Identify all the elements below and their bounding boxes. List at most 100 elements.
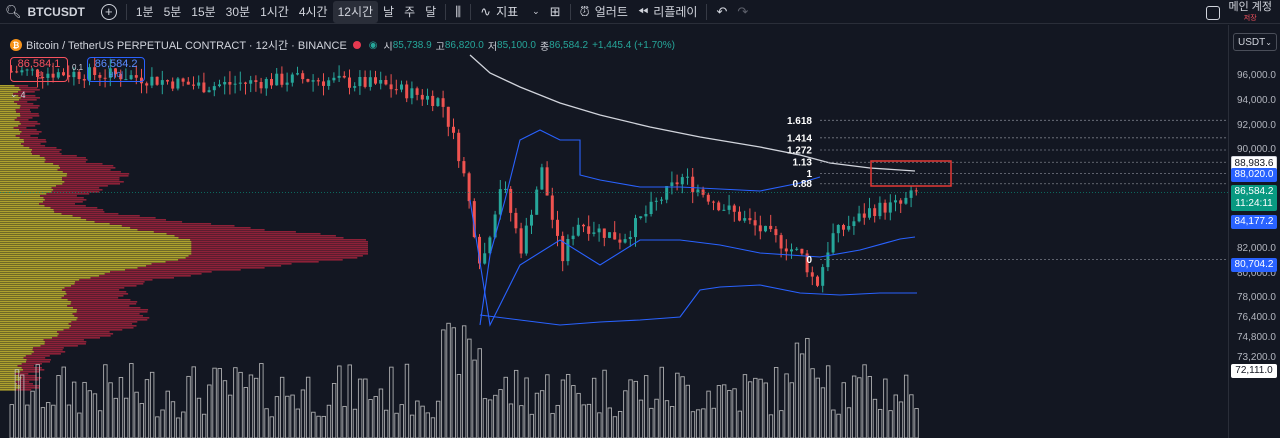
candle-body [556,219,559,236]
candle-body [701,189,705,195]
redo-button[interactable]: ↷ [732,1,753,23]
volume-bar [628,379,633,438]
bar-style-button[interactable]: ⫼ [450,1,466,23]
volume-bar [253,377,259,438]
interval-3[interactable]: 30분 [225,5,251,19]
volume-profile-bar-down [19,137,38,139]
volume-profile-bar-down [32,149,62,151]
symbol-search[interactable]: 🔍︎ BTCUSDT [0,1,96,23]
volume-profile-bar-down [20,133,39,135]
templates-button[interactable]: ⊞ [545,1,566,23]
volume-bar [805,337,810,438]
volume-bar [66,404,72,438]
volume-profile-bar-down [40,195,77,197]
account-name: 메인 계정 [1228,1,1272,13]
volume-bar [35,364,40,438]
volume-bar [311,411,316,438]
checkbox-icon[interactable] [1206,6,1221,20]
chart-pane[interactable]: 1.618 1.414 1.272 1.13 1 0.88 0 ₿ Bitcoin / Te… [0,25,1228,438]
volume-profile-bar-up [0,215,73,217]
volume-profile-bar-up [0,95,19,97]
interval-9[interactable]: 달 [425,5,437,19]
volume-profile-bar-up [0,193,47,195]
fib-level-label: 1.618 [787,116,812,127]
interval-7[interactable]: 날 [383,5,395,19]
interval-5[interactable]: 4시간 [298,5,328,19]
volume-profile-bar-down [64,181,124,183]
volume-bar [586,403,592,438]
volume-profile-bar-down [43,201,83,203]
candle-body [530,214,533,226]
interval-2[interactable]: 15분 [191,5,216,19]
alert-button[interactable]: ⏰︎ 얼러트 [575,1,633,23]
volume-bar [550,412,555,438]
volume-profile-bar-up [0,339,44,341]
interval-8[interactable]: 주 [404,5,416,19]
toolbar-divider [125,3,127,20]
volume-bar [368,399,373,438]
volume-bar [357,378,363,438]
volume-bar [721,384,727,438]
volume-profile-bar-up [0,273,105,275]
account-switcher[interactable]: 메인 계정 저장 [1206,1,1272,23]
price-axis[interactable]: USDT ⌄ 96,000.0 94,000.0 92,000.0 90,000.0 8… [1228,25,1280,438]
price-label-value: 86,584.2 [1234,186,1274,198]
fib-level-label: 1 [806,169,812,180]
volume-profile-bar-down [14,85,29,87]
volume-profile-bar-up [0,237,179,239]
volume-profile-bar-up [0,165,59,167]
candle-body [602,228,606,238]
sell-button[interactable]: 86,584.1 셀 [10,57,68,82]
interval-6[interactable]: 12시간 [332,0,379,23]
volume-profile-bar-up [0,299,68,301]
currency-selector[interactable]: USDT ⌄ [1233,33,1277,51]
candle-body [743,218,747,221]
volume-profile-bar-down [21,377,42,379]
eye-icon[interactable]: ◉ [368,39,378,51]
volume-profile-bar-down [62,177,120,179]
price-label-blue-upper: 88,020.0 [1231,167,1277,182]
volume-bar [623,390,628,438]
volume-bar [706,390,711,438]
candle-body [597,228,601,233]
volume-profile-bar-up [0,305,68,307]
candle-body [441,98,445,107]
candle-body [311,80,315,82]
volume-profile-bar-up [0,333,59,335]
candle-body [280,73,284,85]
candle-body [348,77,351,88]
compare-button[interactable]: + [96,1,122,23]
toolbar-divider [569,3,571,20]
volume-bar [92,393,98,438]
volume-profile-bar-down [60,167,116,169]
volume-bar [222,380,228,438]
candle-body [852,221,856,226]
volume-profile-bar-down [32,153,62,155]
interval-4[interactable]: 1시간 [260,5,289,19]
volume-bar [461,325,467,438]
volume-profile-bar-down [18,125,36,127]
volume-profile-bar-down [23,357,46,359]
undo-button[interactable]: ↶ [711,1,732,23]
interval-1[interactable]: 5분 [163,5,182,19]
interval-0[interactable]: 1분 [135,5,154,19]
volume-profile-bar-down [76,319,148,321]
volume-profile-bar-down [62,171,121,173]
indicators-button[interactable]: ∿ 지표 ⌄ [475,1,545,23]
volume-bar [789,382,794,438]
volume-bar [149,371,155,438]
volume-profile-bar-down [20,385,40,387]
replay-button[interactable]: ⏪︎ 리플레이 [633,1,703,23]
volume-profile-bar-up [0,313,73,315]
volume-profile-bar-up [0,191,52,193]
candle-body [826,252,830,268]
indicator-collapse-toggle[interactable]: ⌄ 4 [10,89,26,100]
volume-profile-bar-up [0,261,166,263]
buy-button[interactable]: 86,584.2 바이 [87,57,146,82]
volume-profile-bar-up [0,351,34,353]
candle-body [77,71,81,79]
candle-body [108,68,112,78]
volume-profile-bar-down [20,89,40,91]
volume-profile-bar-up [0,153,32,155]
